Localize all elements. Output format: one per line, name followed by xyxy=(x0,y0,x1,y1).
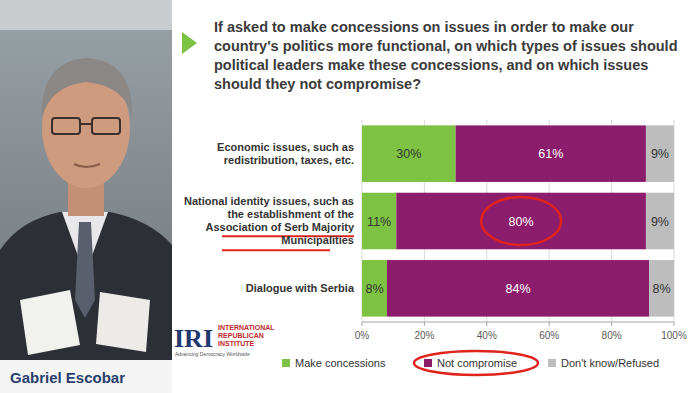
glasses xyxy=(80,123,92,125)
photo-wall xyxy=(0,0,172,30)
stage: Gabriel Escobar 0% 20% 40% 60% 80% 100% 30% 61% 9… xyxy=(0,0,700,393)
tick-label: 40% xyxy=(477,330,497,341)
bar xyxy=(362,260,387,317)
tick-mark xyxy=(611,322,612,326)
bar xyxy=(646,193,674,250)
data-label: 11% xyxy=(367,215,391,229)
legend-swatch xyxy=(424,359,432,367)
annotation-underline xyxy=(222,249,330,251)
tick-mark xyxy=(674,322,675,326)
logo-text: REPUBLICAN xyxy=(218,332,264,339)
tick-label: 80% xyxy=(602,330,622,341)
paper xyxy=(96,292,150,352)
legend-label: Don't know/Refused xyxy=(561,357,659,369)
category-label: Economic issues, such as redistribution,… xyxy=(182,121,354,186)
tick-mark xyxy=(486,322,487,326)
chart-title: If asked to make concessions on issues i… xyxy=(214,18,692,94)
annotation-circle xyxy=(414,351,538,375)
logo-mark: IRI xyxy=(174,324,213,353)
tick-mark xyxy=(362,322,363,326)
grid xyxy=(362,120,674,326)
glasses xyxy=(52,118,80,134)
paper xyxy=(20,290,80,355)
caption-box xyxy=(0,360,172,393)
bar xyxy=(456,125,646,182)
data-label: 30% xyxy=(396,147,421,161)
category-label: National identity issues, such as the es… xyxy=(182,189,354,254)
bar xyxy=(646,125,674,182)
logo-text: INSTITUTE xyxy=(218,340,254,347)
bars xyxy=(362,125,674,316)
category-label: Dialogue with Serbia xyxy=(182,256,354,321)
tick-label: 100% xyxy=(661,330,687,341)
logo: IRI INTERNATIONALREPUBLICANINSTITUTE Advan… xyxy=(174,324,275,357)
bar xyxy=(649,260,674,317)
legend-swatch xyxy=(548,359,556,367)
data-label: 61% xyxy=(538,147,563,161)
data-label: 9% xyxy=(651,147,669,161)
data-label: 84% xyxy=(505,282,530,296)
legend-swatch xyxy=(282,359,290,367)
suit xyxy=(0,212,172,393)
tick-label: 0% xyxy=(355,330,370,341)
data-label: 80% xyxy=(509,215,534,229)
hair xyxy=(42,58,132,118)
speaker-name: Gabriel Escobar xyxy=(10,369,125,386)
data-label: 8% xyxy=(652,282,670,296)
mouth xyxy=(74,164,100,167)
tick-mark xyxy=(424,322,425,326)
speaker-photo: Gabriel Escobar xyxy=(0,0,172,393)
bar xyxy=(387,260,649,317)
tie xyxy=(75,222,95,318)
title-triangle xyxy=(182,32,197,54)
bar xyxy=(362,125,456,182)
data-labels: 30% 61% 9% 11% 80% 9% 8% 84% 8% xyxy=(365,147,670,296)
bar xyxy=(396,193,646,250)
legend-label: Not compromise xyxy=(437,357,517,369)
tick-mark xyxy=(549,322,550,326)
logo-text: INTERNATIONAL xyxy=(218,324,275,331)
glasses xyxy=(92,118,120,134)
photo-background xyxy=(0,0,172,393)
data-label: 8% xyxy=(365,282,383,296)
bar xyxy=(362,193,396,250)
x-axis xyxy=(362,322,674,323)
tick-label: 20% xyxy=(414,330,434,341)
tick-label: 60% xyxy=(539,330,559,341)
annotation-circle xyxy=(481,197,561,245)
data-label: 9% xyxy=(651,215,669,229)
legend-label: Make concessions xyxy=(295,357,386,369)
legend: Make concessions Not compromise Don't know… xyxy=(282,351,659,375)
logo-tagline: Advancing Democracy Worldwide xyxy=(175,351,250,357)
